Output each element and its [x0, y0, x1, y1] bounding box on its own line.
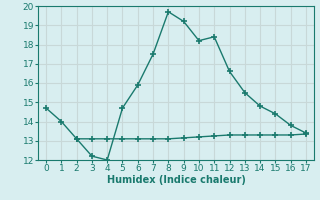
X-axis label: Humidex (Indice chaleur): Humidex (Indice chaleur) [107, 175, 245, 185]
